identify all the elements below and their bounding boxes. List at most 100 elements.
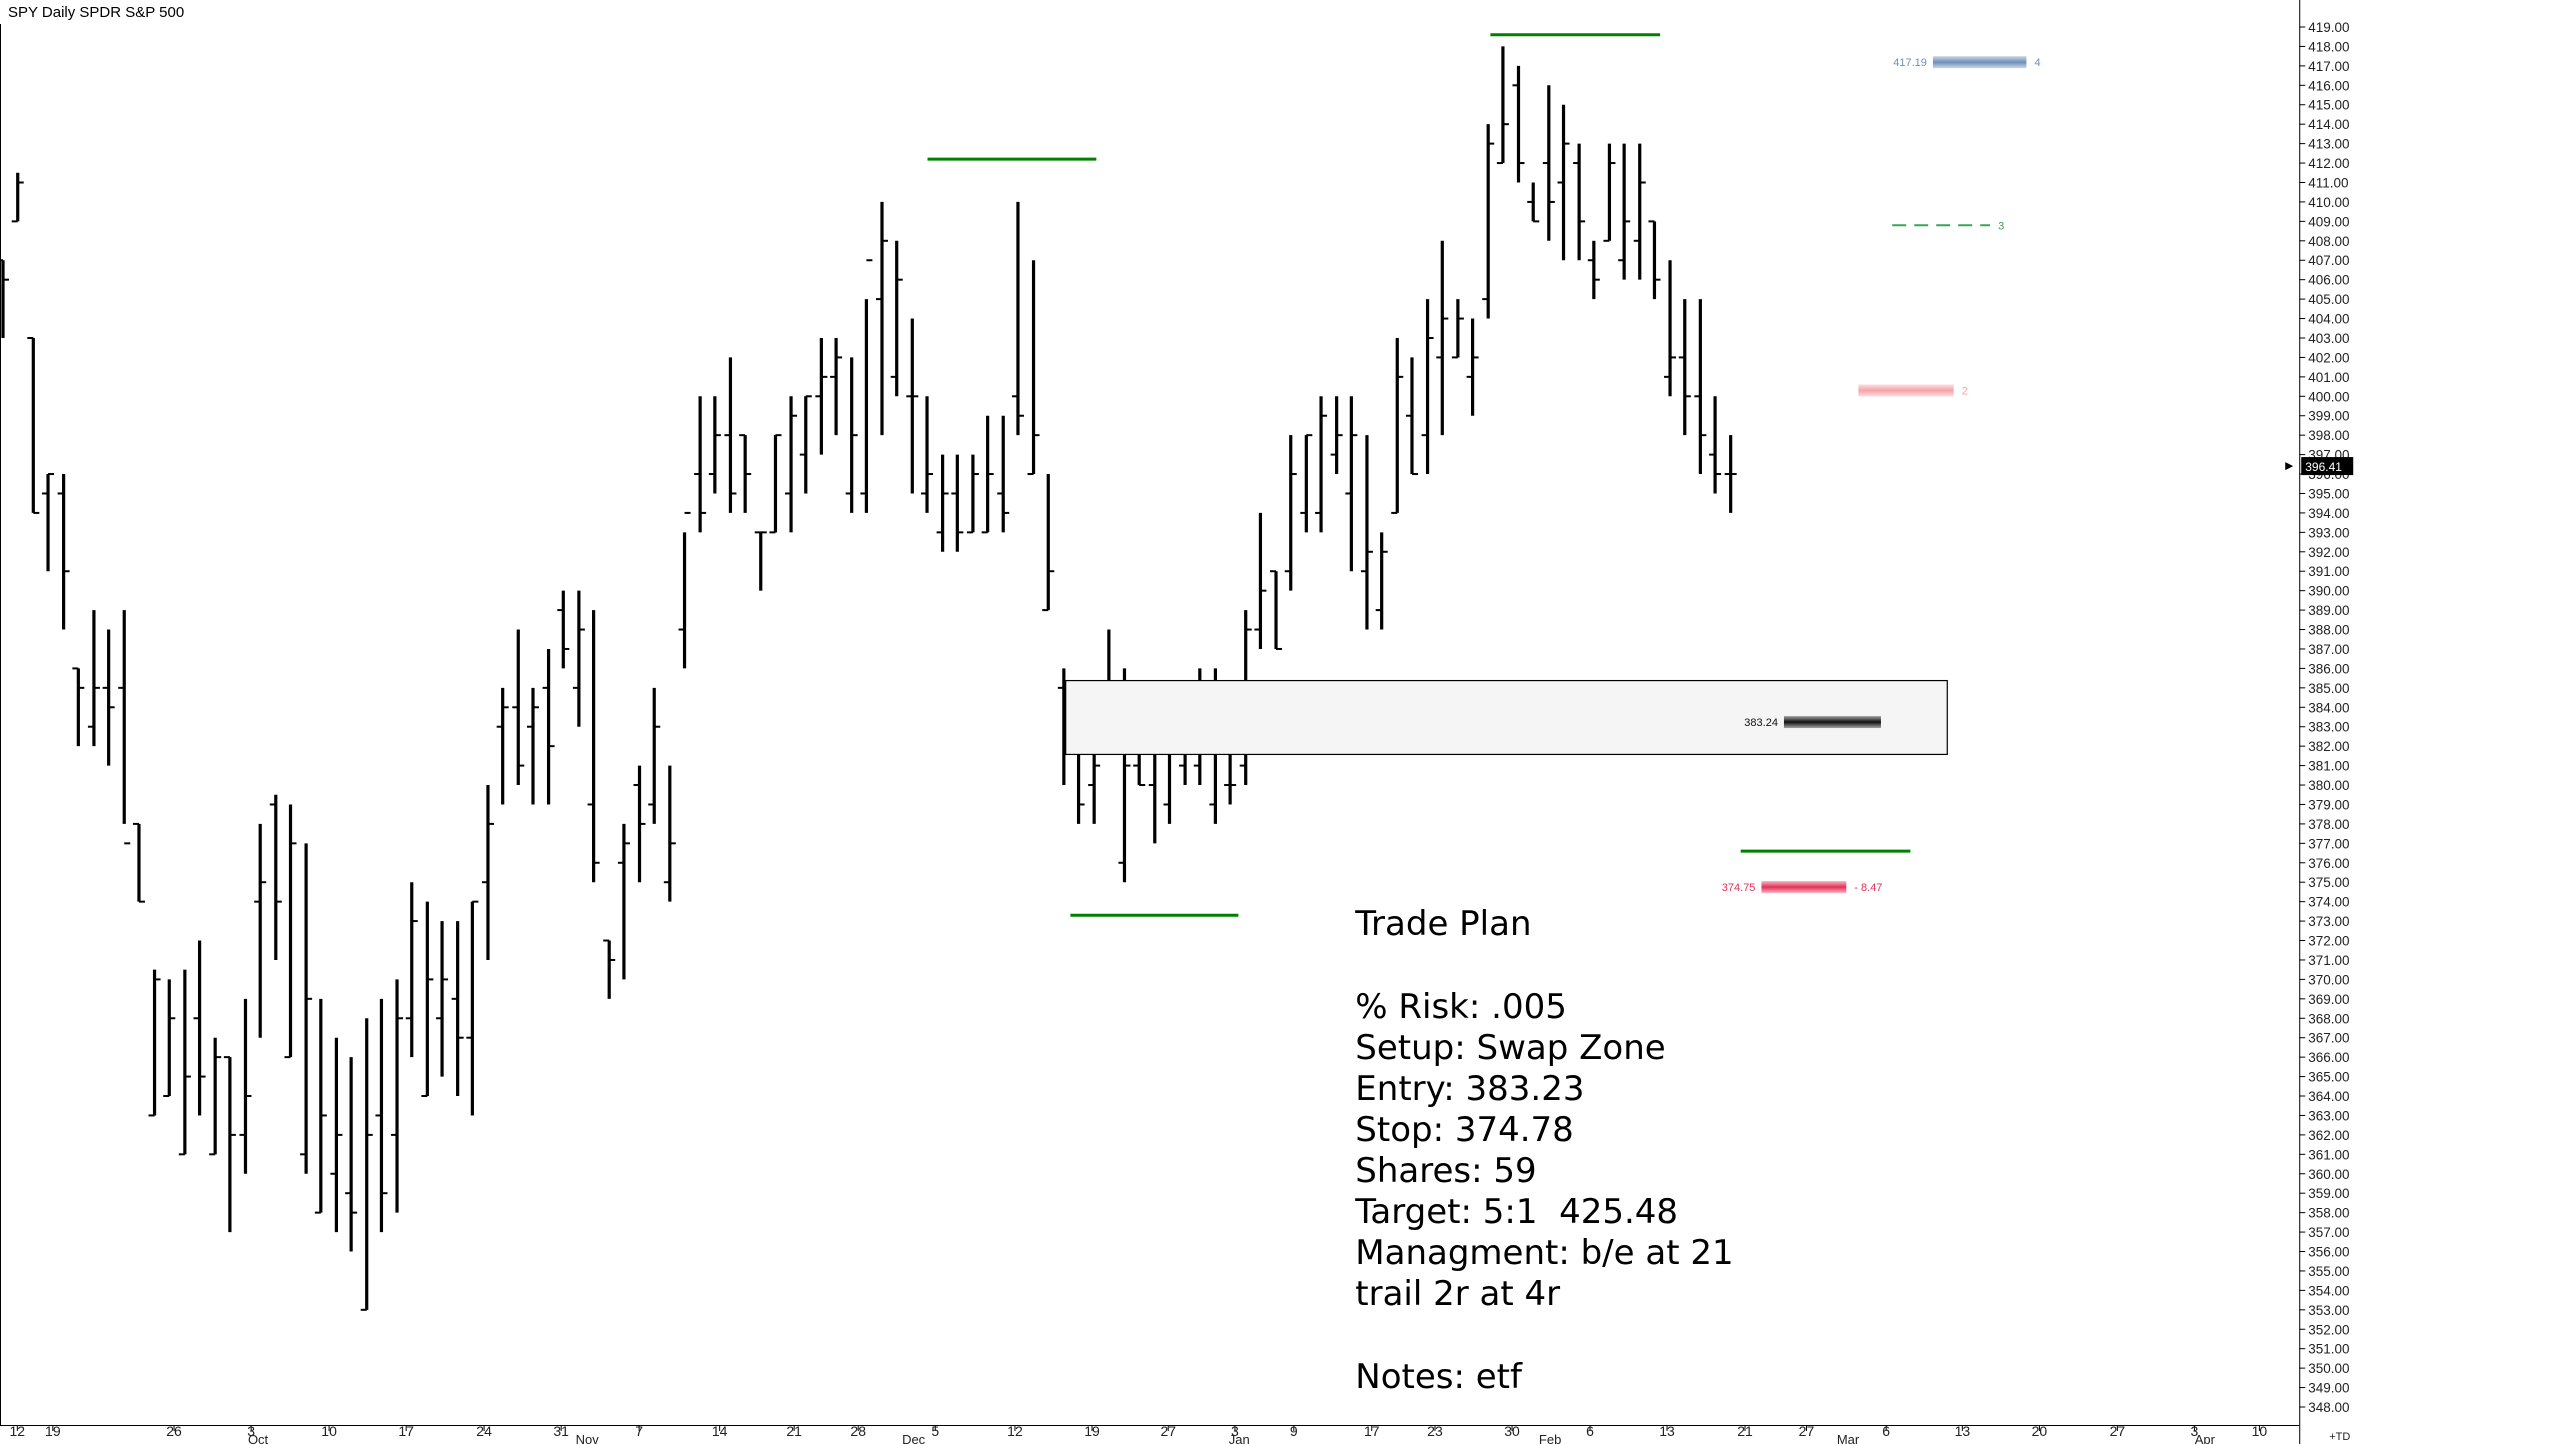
x-tick-label: 30: [1504, 1423, 1520, 1439]
y-tick-label: 373.00: [2308, 914, 2349, 929]
ohlc-bar: [1375, 532, 1388, 630]
y-tick-label: 391.00: [2308, 564, 2349, 579]
x-tick-label: 31: [553, 1423, 569, 1439]
ohlc-bar: [1633, 143, 1646, 280]
ohlc-bar: [769, 434, 782, 534]
ohlc-bar: [1694, 299, 1707, 475]
ohlc-bar: [830, 337, 843, 436]
ohlc-bar: [708, 396, 721, 494]
ohlc-bar: [1618, 143, 1631, 280]
ohlc-bar: [148, 969, 161, 1117]
trade-plan-risk: % Risk: .005: [1355, 987, 1567, 1027]
ohlc-bar: [921, 396, 934, 513]
ohlc-bar: [1724, 435, 1737, 513]
y-tick-label: 398.00: [2308, 428, 2349, 443]
title-backdrop: [0, 0, 200, 24]
y-tick-label: 381.00: [2308, 759, 2349, 774]
ohlc-bar: [1224, 746, 1237, 805]
ohlc-bar: [1027, 260, 1040, 476]
y-tick-label: 365.00: [2308, 1070, 2349, 1085]
y-tick-label: 363.00: [2308, 1108, 2349, 1123]
month-label: Apr: [2195, 1432, 2216, 1444]
ohlc-bar: [906, 318, 919, 494]
ohlc-bar: [648, 687, 661, 824]
trade-plan-stop: Stop: 374.78: [1355, 1110, 1574, 1150]
x-tick-label: 19: [45, 1423, 61, 1439]
ohlc-bar: [1330, 396, 1343, 475]
level-value-label: 417.19: [1893, 57, 1927, 69]
y-tick-label: 361.00: [2308, 1147, 2349, 1162]
ohlc-bar: [603, 939, 616, 999]
ohlc-bar: [314, 998, 327, 1214]
month-label: Jan: [1229, 1432, 1250, 1444]
y-tick-label: 360.00: [2308, 1167, 2349, 1182]
y-tick-label: 412.00: [2308, 156, 2349, 171]
level-bar: [1932, 56, 2027, 69]
ohlc-bar: [951, 454, 964, 552]
y-tick-label: 351.00: [2308, 1342, 2349, 1357]
y-tick-label: 416.00: [2308, 78, 2349, 93]
ohlc-bar: [860, 259, 873, 513]
ohlc-bar: [436, 921, 449, 1077]
ohlc-bar: [1709, 396, 1722, 494]
y-tick-label: 382.00: [2308, 739, 2349, 754]
y-tick-label: 409.00: [2308, 214, 2349, 229]
ohlc-bars: [0, 46, 1737, 1311]
y-tick-label: 392.00: [2308, 545, 2349, 560]
x-tick-label: 12: [10, 1423, 26, 1439]
y-tick-label: 390.00: [2308, 584, 2349, 599]
x-tick-label: 9: [1290, 1423, 1298, 1439]
y-tick-label: 369.00: [2308, 992, 2349, 1007]
y-tick-label: 354.00: [2308, 1283, 2349, 1298]
y-tick-label: 394.00: [2308, 506, 2349, 521]
trade-plan-management: Managment: b/e at 21: [1355, 1233, 1733, 1273]
x-tick-label: 6: [1586, 1423, 1594, 1439]
ohlc-bar: [132, 822, 145, 903]
ohlc-bar: [345, 1057, 358, 1252]
month-label: Feb: [1539, 1432, 1561, 1444]
ohlc-bar: [936, 454, 949, 552]
y-tick-label: 402.00: [2308, 350, 2349, 365]
ohlc-bar: [466, 900, 479, 1116]
trade-plan-box: Trade Plan % Risk: .005 Setup: Swap Zone…: [1354, 904, 1733, 1397]
ohlc-bar: [300, 843, 313, 1174]
y-tick-label: 384.00: [2308, 700, 2349, 715]
x-tick-label: 24: [476, 1423, 492, 1439]
y-tick-label: 383.00: [2308, 720, 2349, 735]
ohlc-bar: [405, 882, 418, 1058]
ohlc-bar: [1360, 435, 1373, 630]
ohlc-bar: [739, 434, 752, 513]
y-tick-label: 362.00: [2308, 1128, 2349, 1143]
ohlc-bar: [754, 531, 767, 591]
y-tick-label: 419.00: [2308, 20, 2349, 35]
chart-title: SPY Daily SPDR S&P 500: [8, 4, 184, 21]
y-tick-label: 353.00: [2308, 1303, 2349, 1318]
x-tick-label: 10: [2252, 1423, 2268, 1439]
ohlc-bar: [799, 395, 812, 494]
ohlc-bar: [42, 473, 55, 572]
month-label: Oct: [248, 1432, 269, 1444]
trade-plan-entry: Entry: 383.23: [1355, 1069, 1584, 1109]
month-label: Dec: [902, 1432, 926, 1444]
month-label: Mar: [1837, 1432, 1860, 1444]
ohlc-bar: [87, 610, 100, 747]
ohlc-bar: [496, 687, 509, 805]
ohlc-bar: [633, 765, 646, 883]
last-price-arrow: [2285, 462, 2294, 471]
x-tick-label: 13: [1659, 1423, 1675, 1439]
ohlc-bar: [1254, 512, 1267, 649]
y-tick-label: 414.00: [2308, 117, 2349, 132]
x-tick-label: 3: [1231, 1423, 1239, 1439]
x-tick-label: 21: [786, 1423, 802, 1439]
month-label: Nov: [576, 1432, 600, 1444]
ohlc-bar: [1603, 143, 1616, 242]
trade-level: 2: [1858, 384, 1968, 397]
ohlc-bar: [1512, 65, 1525, 183]
ohlc-bar: [1482, 124, 1495, 319]
y-tick-label: 366.00: [2308, 1050, 2349, 1065]
y-tick-label: 385.00: [2308, 681, 2349, 696]
trade-plan-title: Trade Plan: [1354, 904, 1531, 944]
y-tick-label: 350.00: [2308, 1361, 2349, 1376]
ohlc-bar: [1405, 357, 1418, 476]
ohlc-bar: [526, 687, 539, 805]
